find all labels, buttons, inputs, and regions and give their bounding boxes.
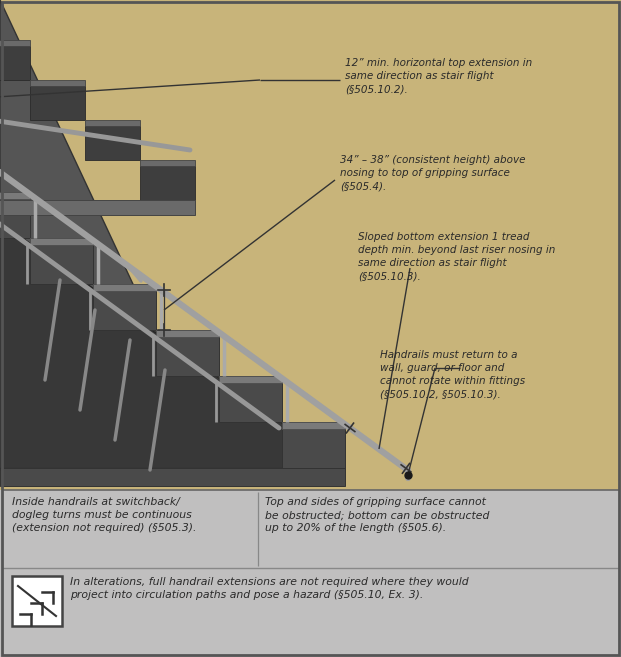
Text: Sloped bottom extension 1 tread
depth min. beyond last riser nosing in
same dire: Sloped bottom extension 1 tread depth mi… — [358, 232, 555, 282]
Polygon shape — [0, 468, 345, 486]
Text: Handrails must return to a
wall, guard, or floor and
cannot rotate within fittin: Handrails must return to a wall, guard, … — [380, 350, 525, 399]
Polygon shape — [282, 429, 345, 468]
Polygon shape — [30, 86, 85, 120]
Polygon shape — [93, 284, 156, 291]
Polygon shape — [140, 160, 195, 166]
Polygon shape — [0, 490, 621, 657]
Polygon shape — [93, 291, 156, 330]
Polygon shape — [0, 40, 30, 46]
Polygon shape — [30, 238, 93, 245]
Polygon shape — [0, 200, 195, 215]
Polygon shape — [156, 330, 219, 337]
Polygon shape — [156, 337, 219, 376]
Polygon shape — [219, 383, 282, 422]
Polygon shape — [30, 80, 85, 86]
Polygon shape — [0, 46, 30, 80]
Polygon shape — [219, 376, 282, 383]
Text: Top and sides of gripping surface cannot
be obstructed; bottom can be obstructed: Top and sides of gripping surface cannot… — [265, 497, 489, 533]
Text: In alterations, full handrail extensions are not required where they would
proje: In alterations, full handrail extensions… — [70, 577, 469, 600]
Polygon shape — [140, 166, 195, 200]
Polygon shape — [0, 192, 30, 199]
Text: Inside handrails at switchback/
dogleg turns must be continuous
(extension not r: Inside handrails at switchback/ dogleg t… — [12, 497, 196, 533]
FancyBboxPatch shape — [12, 576, 62, 626]
Polygon shape — [85, 120, 140, 126]
Polygon shape — [282, 422, 345, 429]
Text: 12” min. horizontal top extension in
same direction as stair flight
(§505.10.2).: 12” min. horizontal top extension in sam… — [345, 58, 532, 95]
Polygon shape — [0, 0, 220, 470]
Text: 34” – 38” (consistent height) above
nosing to top of gripping surface
(§505.4).: 34” – 38” (consistent height) above nosi… — [340, 155, 525, 191]
Polygon shape — [85, 126, 140, 160]
Polygon shape — [30, 245, 93, 284]
Polygon shape — [0, 199, 30, 238]
Polygon shape — [0, 153, 345, 468]
